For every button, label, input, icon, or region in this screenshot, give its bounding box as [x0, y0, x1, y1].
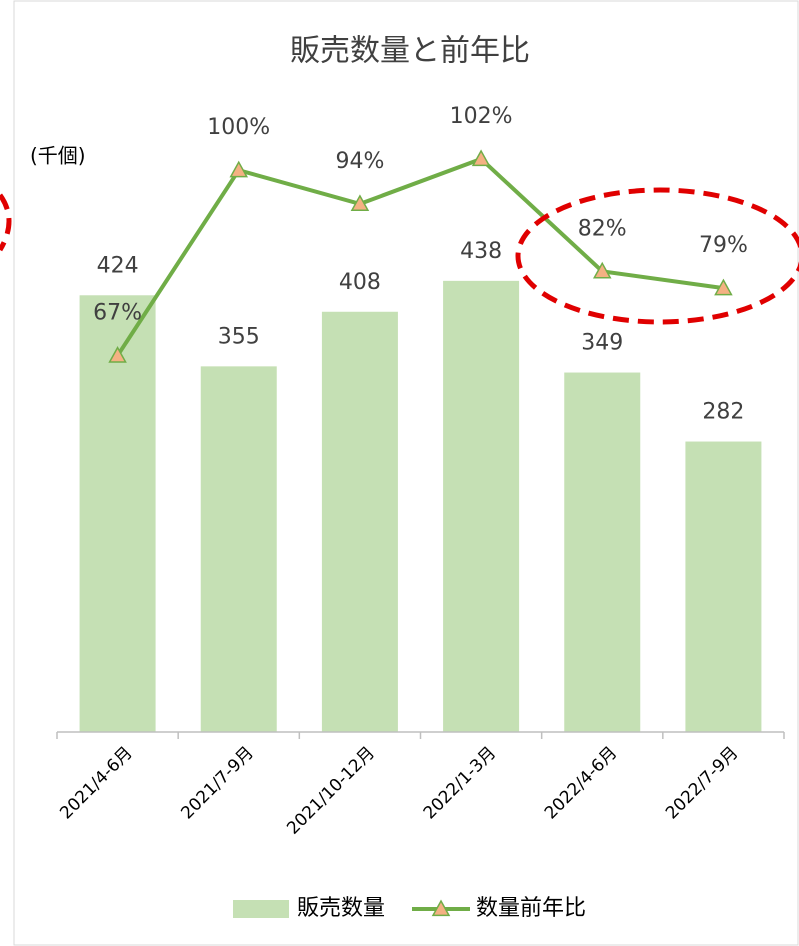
bar — [685, 441, 762, 732]
line — [115, 156, 724, 357]
line-value-label: 82% — [578, 216, 627, 241]
legend-swatch — [233, 900, 289, 918]
bar-value-label: 282 — [702, 400, 744, 425]
bar-value-label: 424 — [97, 253, 139, 278]
bar-value-label: 408 — [339, 270, 381, 295]
line-marker — [350, 194, 370, 212]
bar-value-label: 349 — [581, 331, 623, 356]
legend-label: 販売数量 — [297, 896, 385, 921]
line-value-label: 94% — [335, 149, 384, 174]
highlight-arc — [0, 193, 12, 252]
line-marker — [229, 160, 249, 178]
bar — [200, 366, 277, 732]
line-value-label: 102% — [450, 104, 513, 129]
line-value-label: 67% — [93, 301, 142, 326]
line-marker — [471, 149, 491, 167]
bar-value-label: 355 — [218, 324, 260, 349]
legend-label: 数量前年比 — [476, 896, 586, 921]
line-marker — [714, 278, 733, 296]
line-marker — [108, 346, 127, 363]
highlight-ellipse — [515, 187, 799, 325]
bar-value-label: 438 — [460, 239, 502, 264]
legend-marker — [431, 899, 451, 917]
line-value-label: 79% — [699, 233, 748, 258]
line-value-label: 100% — [207, 115, 270, 140]
legend: 販売数量 数量前年比 — [233, 896, 586, 921]
bar — [321, 311, 398, 732]
bar — [79, 295, 156, 732]
chart-title: 販売数量と前年比 — [290, 34, 530, 69]
bar — [443, 280, 520, 732]
bar — [564, 372, 641, 732]
y-axis-label: (千個) — [30, 144, 86, 168]
line-marker — [592, 261, 612, 279]
